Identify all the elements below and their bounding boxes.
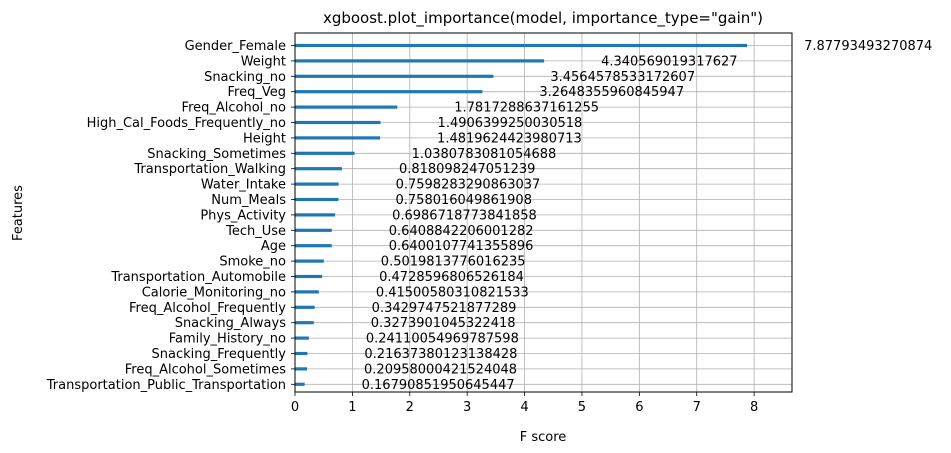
- y-tick-label: Freq_Veg: [228, 85, 286, 100]
- y-tick-labels: Gender_FemaleWeightSnacking_noFreq_VegFr…: [46, 39, 295, 393]
- y-tick-label: Water_Intake: [201, 178, 286, 193]
- value-label: 1.0380783081054688: [412, 147, 557, 162]
- value-label: 0.3273901045322418: [371, 316, 516, 331]
- bar: [295, 321, 314, 325]
- bar: [295, 259, 324, 263]
- bar: [295, 244, 332, 248]
- bar: [295, 182, 339, 186]
- bar: [295, 213, 336, 217]
- bar: [295, 290, 319, 294]
- y-tick-label: Gender_Female: [185, 39, 286, 54]
- x-tick-label: 3: [463, 400, 471, 415]
- bar: [295, 151, 355, 155]
- plot-frame: [294, 32, 793, 393]
- value-label: 0.21637380123138428: [364, 347, 517, 362]
- y-tick-label: Age: [261, 239, 286, 254]
- y-tick-label: Transportation_Automobile: [110, 270, 286, 285]
- y-tick-label: Snacking_Frequently: [152, 347, 287, 362]
- value-label: 0.6986718773841858: [392, 208, 537, 223]
- value-label: 0.20958000421524048: [364, 362, 517, 377]
- y-tick-label: Tech_Use: [225, 224, 286, 239]
- x-tick-label: 5: [578, 400, 586, 415]
- y-tick-label: High_Cal_Foods_Frequently_no: [87, 116, 286, 131]
- x-axis-label: F score: [520, 430, 567, 445]
- y-tick-label: Calorie_Monitoring_no: [142, 285, 286, 300]
- chart-title: xgboost.plot_importance(model, importanc…: [323, 9, 763, 28]
- x-tick-label: 7: [693, 400, 701, 415]
- x-tick-label: 4: [520, 400, 528, 415]
- bar: [295, 90, 483, 94]
- y-axis-label: Features: [11, 185, 26, 241]
- y-tick-label: Num_Meals: [211, 193, 286, 208]
- x-tick-label: 0: [291, 400, 299, 415]
- bar: [295, 136, 381, 140]
- value-label: 0.24110054969787598: [366, 332, 519, 347]
- bar: [295, 197, 339, 202]
- y-tick-label: Snacking_Sometimes: [147, 147, 286, 162]
- y-tick-label: Height: [243, 131, 286, 146]
- value-label: 7.87793493270874: [804, 39, 932, 54]
- bar: [295, 367, 308, 371]
- bar: [295, 228, 332, 232]
- value-label: 4.340569019317627: [601, 54, 737, 69]
- value-label: 0.16790851950645447: [362, 378, 515, 393]
- x-tick-label: 8: [750, 400, 758, 415]
- y-tick-label: Family_History_no: [169, 332, 286, 347]
- bar: [295, 305, 315, 309]
- y-tick-label: Snacking_no: [204, 70, 286, 85]
- value-label: 0.818098247051239: [399, 162, 535, 177]
- value-label: 0.4728596806526184: [379, 270, 524, 285]
- x-tick-label: 2: [406, 400, 414, 415]
- bar: [295, 167, 342, 171]
- value-label: 1.7817288637161255: [454, 101, 599, 116]
- value-label: 0.6400107741355896: [389, 239, 534, 254]
- y-tick-label: Freq_Alcohol_Sometimes: [125, 362, 286, 377]
- bar: [295, 382, 305, 386]
- y-tick-label: Smoke_no: [219, 255, 286, 270]
- y-tick-label: Freq_Alcohol_no: [182, 101, 286, 116]
- bar: [295, 59, 545, 63]
- value-label: 0.758016049861908: [396, 193, 532, 208]
- bar: [295, 105, 398, 109]
- value-label: 3.2648355960845947: [539, 85, 684, 100]
- y-tick-label: Phys_Activity: [200, 208, 286, 223]
- bar: [295, 351, 308, 356]
- bar: [295, 120, 381, 125]
- value-labels: 7.87793493270874 4.3405690193176273.45645…: [362, 39, 933, 393]
- bar: [295, 74, 494, 78]
- value-label: 3.4564578533172607: [550, 70, 695, 85]
- value-label: 1.4819624423980713: [437, 131, 582, 146]
- bars: [295, 43, 748, 386]
- x-tick-label: 1: [348, 400, 356, 415]
- x-tick-label: 6: [635, 400, 643, 415]
- value-label: 0.6408842206001282: [389, 224, 534, 239]
- value-label: 0.41500580310821533: [376, 285, 529, 300]
- y-tick-label: Freq_Alcohol_Frequently: [129, 301, 286, 316]
- bar: [295, 336, 309, 340]
- y-tick-label: Transportation_Walking: [133, 162, 286, 177]
- y-tick-label: Weight: [241, 54, 286, 69]
- y-tick-label: Snacking_Always: [175, 316, 287, 331]
- value-label: 1.4906399250030518: [438, 116, 583, 131]
- value-label: 0.7598283290863037: [396, 178, 541, 193]
- value-label: 0.3429747521877289: [372, 301, 517, 316]
- y-tick-label: Transportation_Public_Transportation: [46, 378, 286, 393]
- bar: [295, 274, 323, 279]
- bar: [295, 43, 748, 48]
- x-tick-labels: 0 1 2 3 4 5 6 7 8: [291, 392, 758, 415]
- value-label: 0.5019813776016235: [381, 255, 526, 270]
